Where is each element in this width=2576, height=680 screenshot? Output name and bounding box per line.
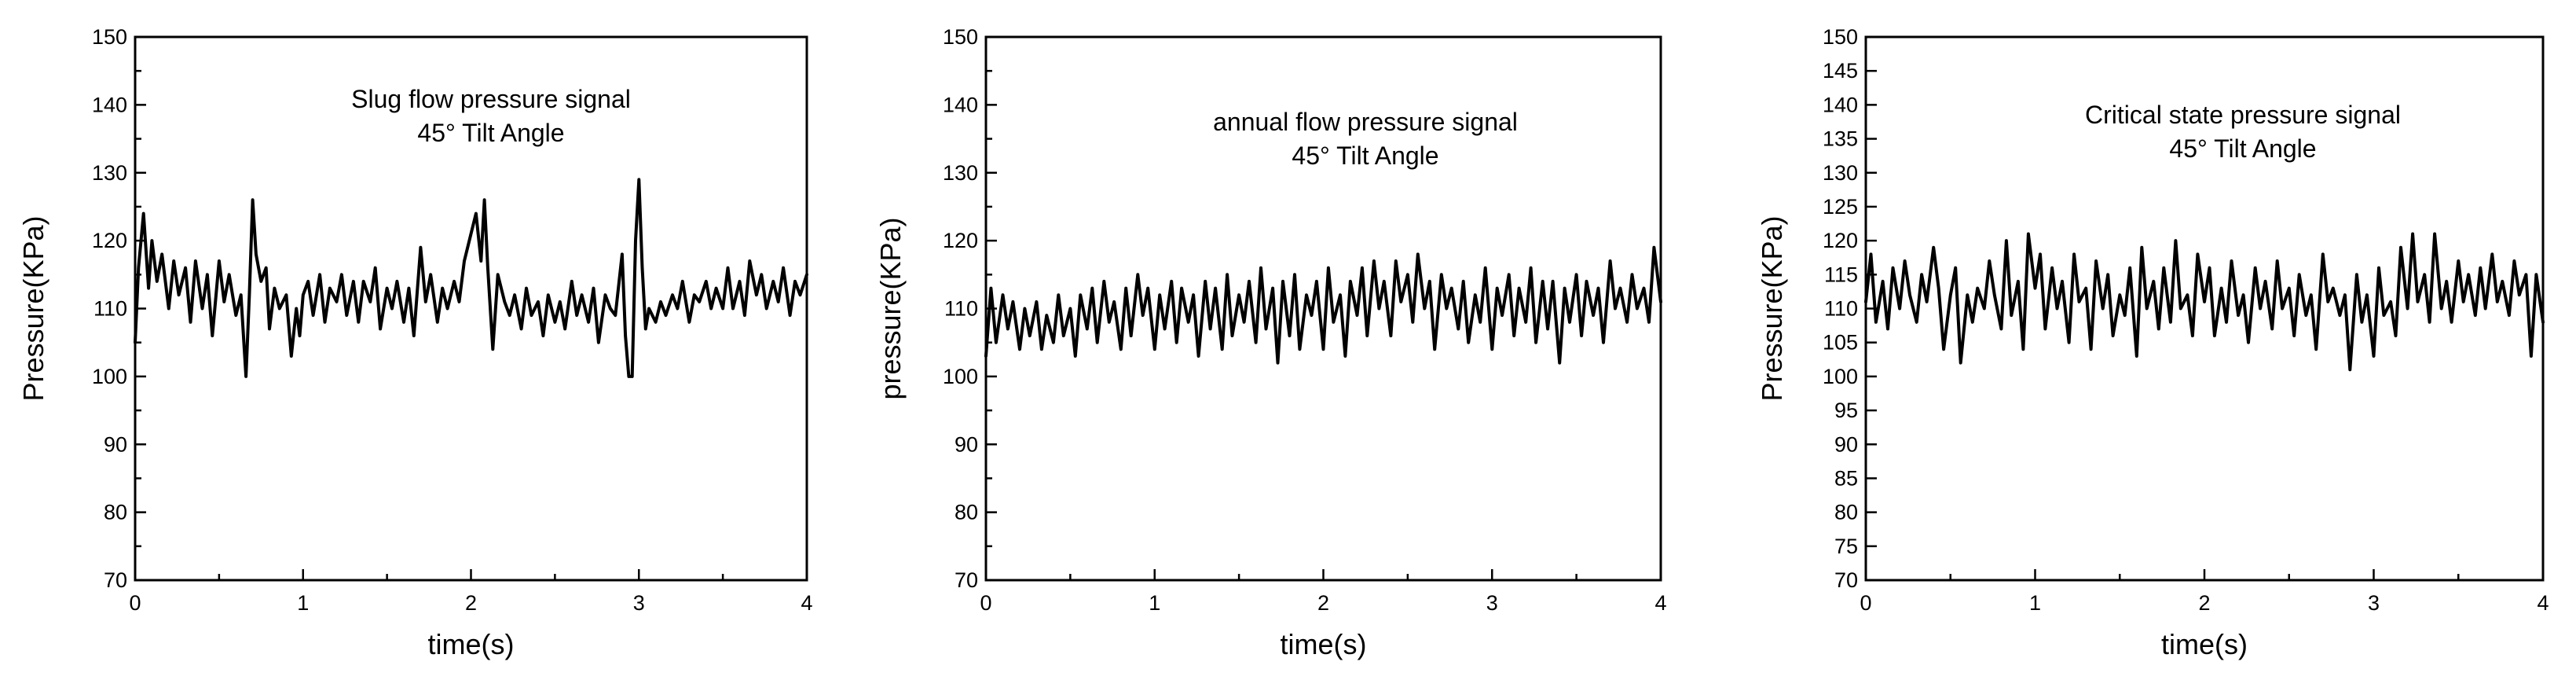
y-tick-label: 130 [1823,161,1858,185]
y-tick-label: 80 [955,501,978,524]
y-tick-label: 140 [943,93,978,116]
x-tick-label: 1 [2029,591,2041,615]
annotation-label: annual flow pressure signal [1213,108,1518,136]
y-tick-label: 100 [92,365,127,388]
y-tick-label: 90 [1834,432,1858,456]
x-tick-label: 3 [2368,591,2380,615]
x-axis-label: time(s) [1281,628,1367,660]
x-axis-label: time(s) [428,628,515,660]
y-tick-label: 140 [92,93,127,116]
x-axis-label: time(s) [2161,628,2248,660]
x-tick-label: 4 [2537,591,2549,615]
chart-panel-2: 0 1 2 3 4 70 80 90 100 110 120 130 140 150 time(s) pres… [874,25,1667,660]
y-tick-label: 130 [943,161,978,185]
y-tick-label: 100 [943,365,978,388]
y-tick-label: 115 [1824,263,1858,286]
x-tick-label: 4 [801,591,812,615]
x-tick-label: 2 [2198,591,2210,615]
annotation-label: 45° Tilt Angle [2169,134,2316,163]
y-tick-label: 120 [1823,229,1858,252]
y-tick-label: 110 [944,297,978,321]
y-tick-label: 80 [104,501,127,524]
y-axis-label: pressure(KPa) [874,217,907,399]
annotation-label: Slug flow pressure signal [351,85,631,113]
y-tick-label: 90 [104,432,127,456]
series-line [134,178,808,378]
x-tick-label: 2 [1317,591,1329,615]
y-tick-label: 140 [1823,93,1858,116]
x-tick-label: 0 [980,591,991,615]
y-tick-label: 110 [93,297,127,321]
y-tick-label: 85 [1834,466,1858,490]
annotation-label: 45° Tilt Angle [417,119,564,147]
x-tick-label: 4 [1654,591,1666,615]
y-tick-label: 100 [1823,365,1858,388]
y-axis-label: Pressure(KPa) [17,215,49,401]
y-tick-label: 120 [943,229,978,252]
y-tick-label: 70 [104,568,127,592]
y-tick-label: 130 [92,161,127,185]
annotation-label: 45° Tilt Angle [1292,142,1438,170]
y-tick-label: 80 [1834,501,1858,524]
x-tick-label: 3 [633,591,645,615]
y-tick-label: 105 [1823,331,1858,355]
annotation-label: Critical state pressure signal [2085,101,2401,129]
x-tick-label: 1 [1149,591,1160,615]
y-tick-label: 110 [1824,297,1858,321]
x-tick-label: 0 [1860,591,1871,615]
x-tick-label: 2 [465,591,477,615]
chart-panel-1: 0 1 2 3 4 70 80 90 100 110 120 130 140 150 time(s) Pres… [17,25,813,660]
chart-panel-3: 0 1 2 3 4 70 75 80 85 90 95 100 105 110 115 120 125 130 13… [1756,25,2549,660]
y-tick-label: 125 [1823,195,1858,219]
y-tick-label: 135 [1823,127,1858,151]
y-tick-label: 120 [92,229,127,252]
x-tick-label: 1 [297,591,309,615]
series-line [984,245,1662,365]
y-tick-label: 145 [1823,59,1858,83]
y-tick-label: 75 [1834,535,1858,558]
x-tick-label: 3 [1486,591,1498,615]
series-line [1864,232,2545,372]
y-tick-label: 70 [1834,568,1858,592]
x-tick-label: 0 [129,591,141,615]
y-tick-label: 150 [92,25,127,49]
y-axis-label: Pressure(KPa) [1756,215,1788,401]
y-tick-label: 150 [1823,25,1858,49]
y-tick-label: 150 [943,25,978,49]
y-tick-label: 95 [1834,399,1858,422]
y-tick-label: 70 [955,568,978,592]
y-tick-label: 90 [955,432,978,456]
